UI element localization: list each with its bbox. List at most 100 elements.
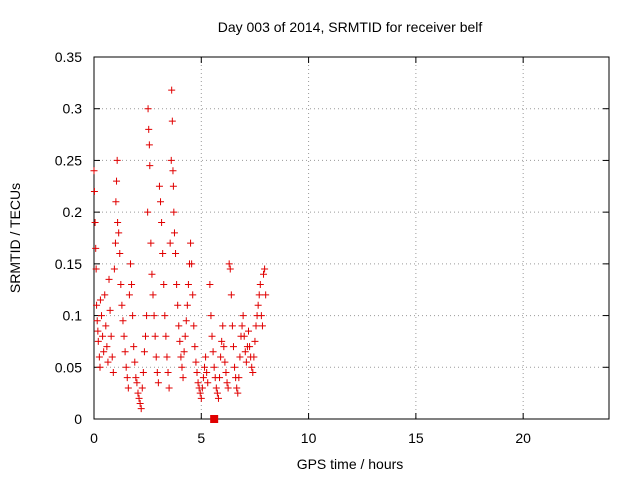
data-point xyxy=(100,348,108,356)
data-point xyxy=(176,337,184,345)
data-point xyxy=(179,374,187,382)
y-tick-label: 0.05 xyxy=(55,359,82,375)
data-point xyxy=(106,306,114,314)
data-point xyxy=(218,337,226,345)
data-point xyxy=(183,301,191,309)
data-point xyxy=(132,374,140,382)
data-point xyxy=(167,156,175,164)
data-point xyxy=(260,270,268,278)
data-point xyxy=(105,275,113,283)
data-point xyxy=(201,363,209,371)
y-tick-label: 0.2 xyxy=(63,204,83,220)
data-point xyxy=(94,337,102,345)
x-axis: 0 5 10 15 20 xyxy=(90,57,531,446)
data-point xyxy=(131,358,139,366)
data-point xyxy=(261,265,269,273)
data-point xyxy=(234,389,242,397)
data-point xyxy=(197,394,205,402)
data-point xyxy=(207,312,215,320)
data-point xyxy=(180,348,188,356)
data-point xyxy=(109,368,117,376)
data-point xyxy=(202,353,210,361)
data-point xyxy=(254,301,262,309)
data-point xyxy=(118,301,126,309)
data-point xyxy=(168,86,176,94)
data-point xyxy=(157,198,165,206)
data-point xyxy=(129,312,137,320)
x-tick-label: 20 xyxy=(515,430,531,446)
data-point xyxy=(90,167,98,175)
data-point xyxy=(245,327,252,335)
data-point xyxy=(91,218,99,226)
x-tick-label: 5 xyxy=(197,430,205,446)
data-point xyxy=(137,405,145,413)
y-tick-label: 0 xyxy=(74,411,82,427)
data-point xyxy=(227,291,235,299)
data-point xyxy=(199,374,207,382)
data-point xyxy=(150,312,158,320)
y-tick-label: 0.3 xyxy=(63,101,83,117)
data-point xyxy=(92,265,100,273)
data-point xyxy=(242,358,250,366)
data-point xyxy=(246,343,254,351)
data-point xyxy=(184,281,192,289)
data-point xyxy=(111,239,119,247)
data-point xyxy=(93,317,101,325)
data-point xyxy=(101,291,109,299)
data-point xyxy=(170,208,178,216)
data-point xyxy=(110,265,118,273)
data-point xyxy=(170,229,178,237)
data-point xyxy=(143,312,151,320)
data-point xyxy=(255,291,263,299)
data-point xyxy=(123,374,131,382)
data-point xyxy=(198,384,206,392)
data-point xyxy=(146,162,154,170)
data-point xyxy=(95,353,103,361)
data-point xyxy=(257,312,265,320)
data-point xyxy=(168,117,176,125)
data-point xyxy=(162,332,170,340)
data-point xyxy=(210,363,218,371)
data-point xyxy=(94,327,102,335)
data-point xyxy=(229,343,237,351)
data-point xyxy=(249,368,257,376)
data-point xyxy=(206,281,214,289)
data-point xyxy=(262,291,270,299)
data-point xyxy=(147,239,155,247)
data-point xyxy=(93,301,101,309)
data-point xyxy=(107,332,115,340)
data-point xyxy=(135,394,143,402)
data-point xyxy=(108,353,116,361)
data-point xyxy=(138,384,146,392)
data-point xyxy=(172,250,180,258)
data-point xyxy=(175,322,183,330)
grid-lines xyxy=(94,57,609,419)
data-point xyxy=(214,394,222,402)
data-point xyxy=(174,301,182,309)
data-point xyxy=(256,281,264,289)
data-point xyxy=(217,353,225,361)
data-point xyxy=(102,322,110,330)
data-point xyxy=(187,239,195,247)
data-point xyxy=(116,250,124,258)
data-point xyxy=(252,322,260,330)
data-point xyxy=(96,363,104,371)
plot-frame xyxy=(93,56,610,420)
x-tick-label: 0 xyxy=(90,430,98,446)
data-point xyxy=(241,348,249,356)
data-point xyxy=(213,389,221,397)
data-point xyxy=(203,368,211,376)
data-point xyxy=(240,332,248,340)
data-point xyxy=(124,384,132,392)
data-point xyxy=(90,187,98,195)
data-point xyxy=(119,317,127,325)
data-point xyxy=(216,374,224,382)
data-point xyxy=(136,399,144,407)
data-point xyxy=(236,353,244,361)
data-point xyxy=(235,374,243,382)
data-point xyxy=(212,384,220,392)
data-point xyxy=(144,105,152,113)
data-point xyxy=(209,348,217,356)
data-point xyxy=(144,208,152,216)
